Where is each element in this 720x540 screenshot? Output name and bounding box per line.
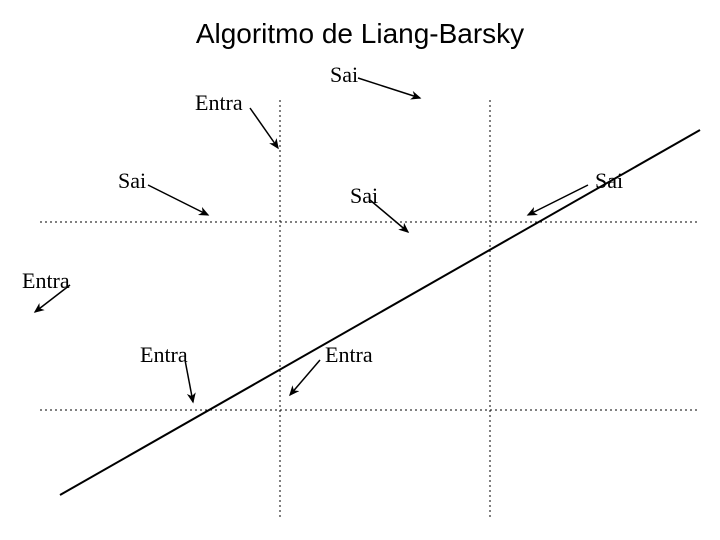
label-entra-mid-r: Entra (325, 342, 373, 368)
label-sai-mid: Sai (350, 183, 378, 209)
label-entra-top: Entra (195, 90, 243, 116)
diagram-svg (0, 0, 720, 540)
arrow-entra-mid-r (290, 360, 320, 395)
label-entra-mid-l: Entra (140, 342, 188, 368)
label-sai-right: Sai (595, 168, 623, 194)
arrow-sai-top (358, 78, 420, 98)
arrow-entra-top (250, 108, 278, 148)
arrow-sai-left (148, 185, 208, 215)
label-sai-top: Sai (330, 62, 358, 88)
label-sai-left: Sai (118, 168, 146, 194)
label-entra-left: Entra (22, 268, 70, 294)
